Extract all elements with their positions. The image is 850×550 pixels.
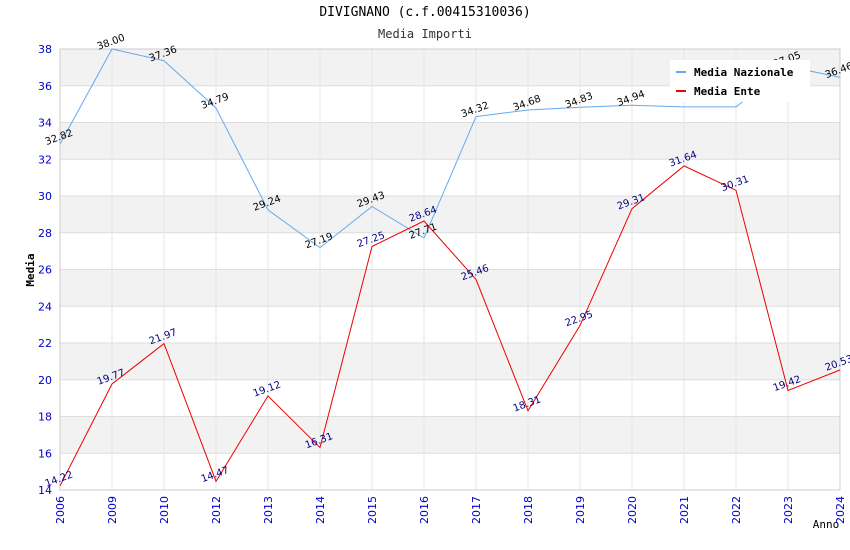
x-tick-label: 2016 (418, 496, 431, 524)
series-line-media-ente (59, 165, 841, 487)
x-tick-label: 2009 (106, 496, 119, 524)
y-tick-label: 36 (38, 80, 52, 93)
x-axis-label: Anno (813, 518, 840, 531)
x-tick-label: 2019 (574, 496, 587, 524)
grid-band (60, 343, 840, 380)
x-tick-label: 2024 (834, 496, 847, 524)
x-tick-label: 2020 (626, 496, 639, 524)
grid-band (60, 453, 840, 490)
y-tick-label: 22 (38, 337, 52, 350)
legend-entry: Media Ente (694, 85, 761, 98)
chart-title: DIVIGNANO (c.f.00415310036) (319, 5, 531, 20)
x-tick-label: 2014 (314, 496, 327, 524)
y-tick-label: 20 (38, 374, 52, 387)
x-tick-label: 2015 (366, 496, 379, 524)
grid-band (60, 232, 840, 270)
legend-box (670, 60, 810, 102)
y-tick-label: 38 (38, 43, 52, 56)
x-tick-label: 2012 (210, 496, 223, 524)
series-lines (59, 48, 841, 487)
x-tick-label: 2018 (522, 496, 535, 524)
x-tick-label: 2010 (158, 496, 171, 524)
chart-subtitle: Media Importi (378, 27, 472, 41)
series-line-media-nazionale (59, 48, 841, 249)
y-tick-label: 26 (38, 264, 52, 277)
grid-band (60, 122, 840, 160)
grid-band (60, 306, 840, 343)
plot-border (59, 48, 841, 491)
y-tick-label: 32 (38, 153, 52, 166)
x-tick-label: 2006 (54, 496, 67, 524)
x-tick-label: 2013 (262, 496, 275, 524)
x-tick-label: 2023 (782, 496, 795, 524)
legend-entry: Media Nazionale (694, 66, 794, 79)
y-tick-label: 16 (38, 447, 52, 460)
y-tick-label: 30 (38, 190, 52, 203)
x-tick-label: 2017 (470, 496, 483, 524)
grid-band (60, 196, 840, 233)
y-tick-label: 34 (38, 117, 52, 130)
legend: Media Nazionale Media Ente (670, 60, 810, 102)
y-tick-label: 18 (38, 411, 52, 424)
x-tick-label: 2022 (730, 496, 743, 524)
y-tick-label: 24 (38, 300, 52, 313)
grid-lines (59, 48, 841, 491)
y-tick-label: 14 (38, 484, 52, 497)
y-tick-label: 28 (38, 227, 52, 240)
x-tick-label: 2021 (678, 496, 691, 524)
grid-band (60, 269, 840, 307)
x-axis-ticks: 2006 2009 2010 2012 2013 2014 2015 2016 2017 2018… (54, 496, 847, 524)
y-axis-label: Media (24, 253, 37, 286)
grid-band (60, 379, 840, 417)
y-axis-ticks: 14 16 18 20 22 24 26 28 30 32 34 36 38 (38, 43, 52, 497)
grid-band (60, 416, 840, 454)
